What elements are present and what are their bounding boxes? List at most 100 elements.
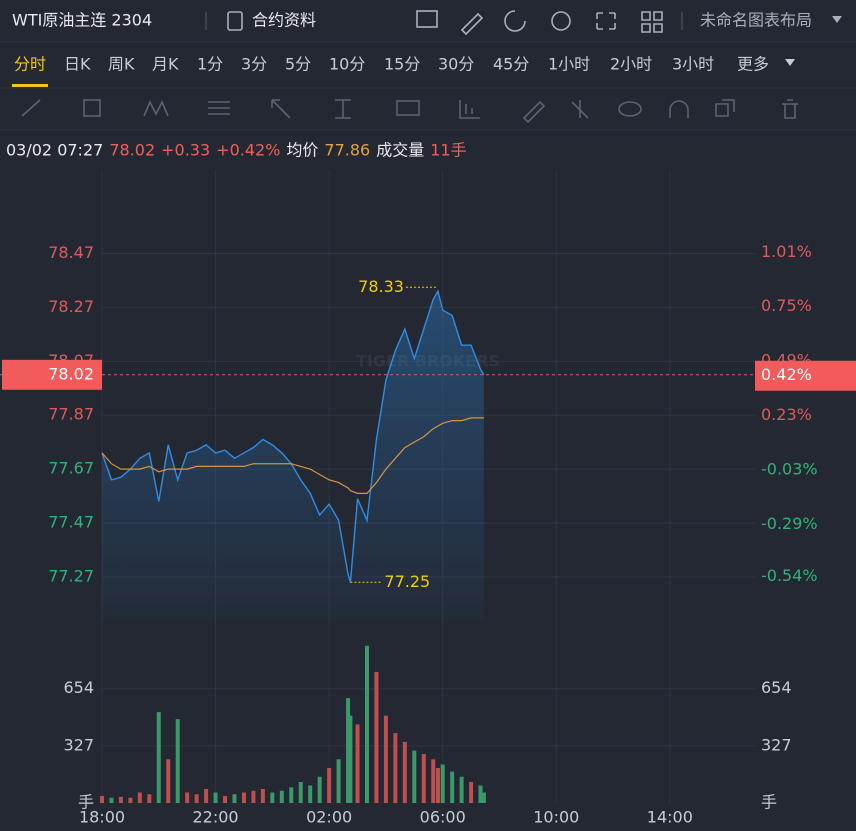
toolbar-icons — [416, 10, 663, 36]
tool-icon[interactable] — [208, 101, 230, 115]
icon[interactable] — [504, 10, 526, 32]
volume-bar — [298, 782, 303, 803]
y2-tick-label: 327 — [761, 735, 792, 754]
tab[interactable]: 1小时 — [548, 55, 590, 74]
tool-icon[interactable] — [669, 100, 689, 118]
title: WTI原油主连 2304 — [12, 11, 152, 30]
tab[interactable]: 更多 — [737, 55, 769, 74]
y2-tick-label: 1.01% — [761, 242, 812, 261]
tool-icon[interactable] — [782, 99, 798, 119]
volume-bar — [346, 698, 351, 803]
tab[interactable]: 1分 — [197, 55, 223, 74]
volume-bar — [223, 796, 228, 803]
x-tick-label: 22:00 — [193, 808, 239, 827]
volume-bar — [270, 792, 275, 803]
volume-bar — [241, 792, 246, 803]
tab-underline — [12, 84, 48, 87]
y-tick-label: 78.47 — [48, 243, 94, 262]
tab[interactable]: 10分 — [329, 55, 365, 74]
tab[interactable]: 45分 — [493, 55, 529, 74]
tab[interactable]: 30分 — [438, 55, 474, 74]
info-price: 78.02 — [109, 141, 155, 160]
annotation-label: 78.33 — [358, 277, 404, 296]
volume-bar — [478, 785, 483, 803]
tool-icon[interactable] — [83, 99, 101, 117]
x-tick-label: 14:00 — [647, 808, 693, 827]
contract-info[interactable]: 合约资料 — [252, 11, 316, 30]
tool-icon[interactable] — [459, 100, 480, 119]
volume-bar — [469, 782, 474, 803]
info-avg-label: 均价 — [286, 141, 318, 160]
info-change-pct: +0.42% — [216, 141, 280, 160]
info-vol-label: 成交量 — [376, 141, 424, 160]
tabs: 分时 日K 周K 月K 1分 3分 5分 10分 15分 30分 45分 1小时 2小时 3小时 更多 — [14, 55, 769, 74]
annotation-label: 77.25 — [384, 572, 430, 591]
volume-bar — [412, 750, 417, 803]
volume-bar — [431, 759, 436, 803]
more-arrow[interactable] — [785, 59, 795, 66]
volume-bar — [251, 790, 256, 803]
y-tick-label: 77.27 — [48, 566, 94, 585]
x-tick-label: 06:00 — [420, 808, 466, 827]
tab[interactable]: 周K — [108, 55, 135, 74]
volume-bar — [289, 787, 294, 803]
tab[interactable]: 3小时 — [672, 55, 714, 74]
icon[interactable] — [551, 11, 571, 31]
volume-bar — [232, 794, 237, 803]
tool-icon[interactable] — [335, 99, 351, 119]
layout-name[interactable]: 未命名图表布局 — [700, 11, 812, 30]
y2-tick-label: -0.29% — [761, 514, 818, 533]
volume-bar — [336, 759, 341, 803]
tab[interactable]: 15分 — [384, 55, 420, 74]
volume-bar — [374, 671, 379, 803]
icon[interactable] — [596, 12, 616, 30]
dropdown-arrow[interactable] — [832, 16, 842, 23]
icon[interactable] — [460, 12, 484, 36]
tool-icon[interactable] — [571, 100, 589, 119]
tab[interactable]: 日K — [64, 55, 91, 74]
y2-tick-label: 654 — [761, 678, 792, 697]
volume-bar — [348, 715, 353, 803]
tool-icon[interactable] — [396, 100, 420, 116]
volume-bar — [402, 741, 407, 803]
volume-bar — [156, 712, 161, 803]
y-tick-label: 654 — [63, 678, 94, 697]
tab[interactable]: 2小时 — [610, 55, 652, 74]
icon[interactable] — [416, 10, 438, 28]
volume-bar — [421, 754, 426, 803]
info-change: +0.33 — [161, 141, 210, 160]
tool-icon[interactable] — [143, 100, 169, 117]
volume-unit: 手 — [761, 793, 777, 812]
icon[interactable] — [641, 11, 663, 33]
volume-bar — [260, 789, 265, 803]
tool-icon[interactable] — [715, 99, 735, 117]
tool-icon[interactable] — [522, 100, 546, 124]
y2-tick-label: -0.54% — [761, 566, 818, 585]
volume-bar — [147, 794, 152, 803]
tab[interactable]: 5分 — [285, 55, 311, 74]
volume-bar — [213, 792, 218, 803]
y-tick-label: 78.27 — [48, 297, 94, 316]
y-tick-label: 77.47 — [48, 512, 94, 531]
volume-bar — [109, 797, 114, 803]
tab[interactable]: 分时 — [14, 55, 46, 74]
price-line — [101, 289, 485, 583]
tab[interactable]: 3分 — [241, 55, 267, 74]
volume-bar — [481, 792, 486, 803]
info-icon[interactable] — [227, 11, 243, 31]
tool-icon[interactable] — [271, 99, 291, 119]
volume-bar — [440, 764, 445, 803]
volume-bar — [118, 796, 123, 803]
volume-bar — [435, 768, 440, 803]
last-percent-label: 0.42% — [761, 365, 812, 384]
volume-bar — [459, 776, 464, 803]
tool-icon[interactable] — [618, 101, 642, 117]
volume-bar — [393, 733, 398, 803]
y-tick-label: 77.67 — [48, 459, 94, 478]
volume-bar — [308, 785, 313, 803]
tool-icon[interactable] — [21, 99, 41, 117]
tab[interactable]: 月K — [152, 55, 179, 74]
y2-tick-label: -0.03% — [761, 459, 818, 478]
